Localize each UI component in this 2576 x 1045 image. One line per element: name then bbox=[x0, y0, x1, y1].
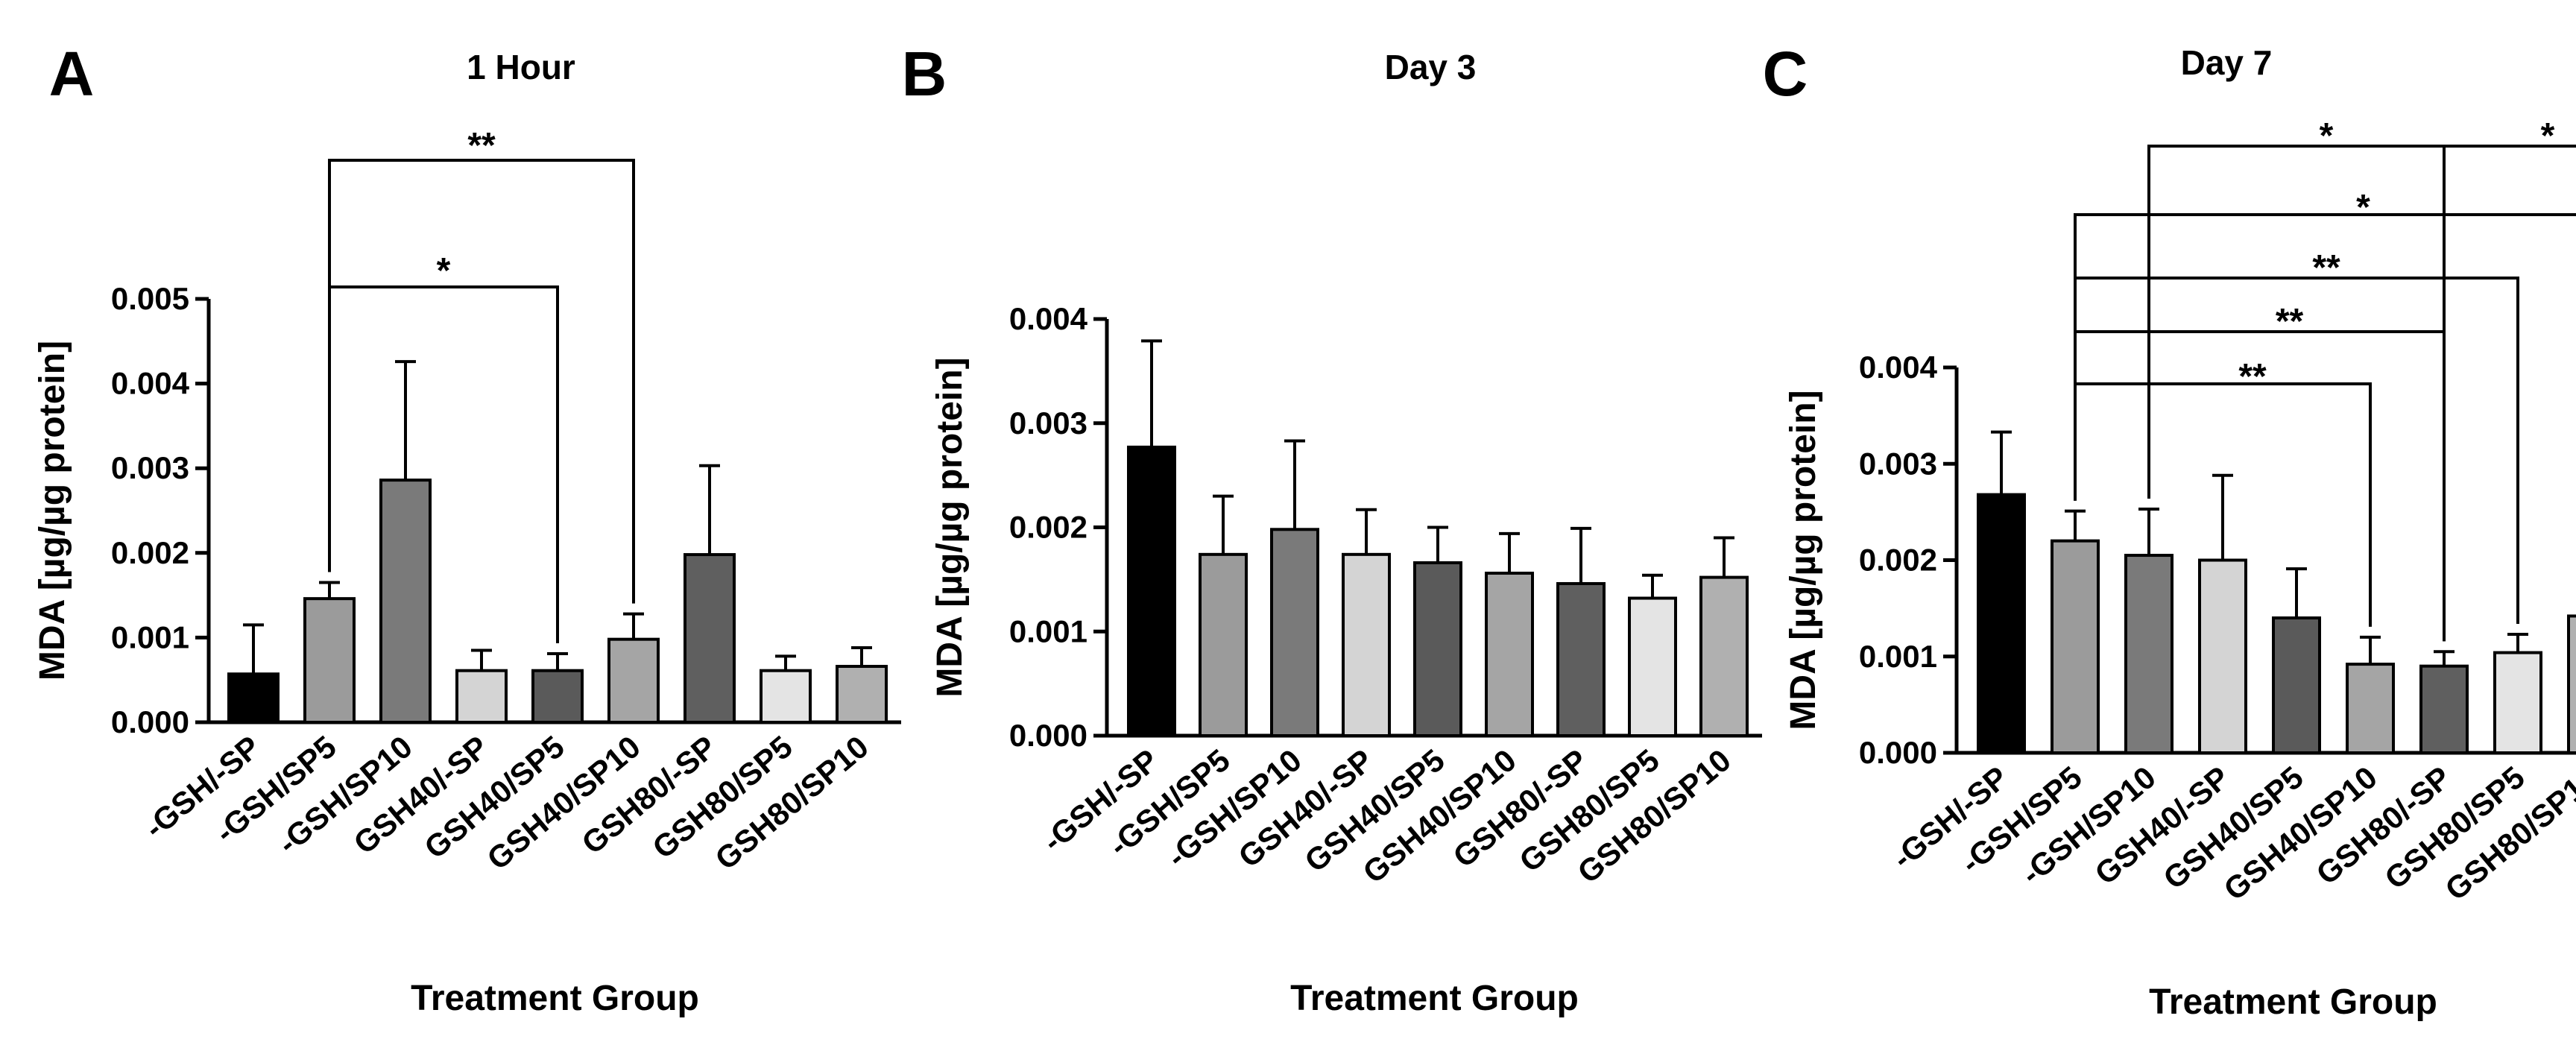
panel-c-significance-label: ** bbox=[2276, 302, 2304, 341]
panel-a-bar bbox=[836, 665, 888, 724]
panel-a-significance-bracket bbox=[328, 285, 559, 643]
panel-b-y-tick-label: 0.000 bbox=[1009, 718, 1087, 753]
panel-a-y-tick-label: 0.004 bbox=[111, 366, 190, 401]
panel-a-bar bbox=[531, 669, 584, 724]
panel-b-bar bbox=[1699, 575, 1749, 738]
panel-a-bar bbox=[455, 669, 508, 724]
panel-c-y-tick-label: 0.001 bbox=[1859, 639, 1937, 674]
panel-c-y-tick-label: 0.002 bbox=[1859, 543, 1937, 578]
panel-c-bar bbox=[2124, 554, 2174, 754]
panel-b-bar bbox=[1127, 445, 1176, 738]
panel-b-bar bbox=[1270, 528, 1319, 737]
panel-b-bar bbox=[1556, 581, 1606, 738]
panel-a-y-tick-label: 0.003 bbox=[111, 450, 189, 485]
panel-c-bar bbox=[2567, 614, 2576, 755]
panel-b-y-tick-label: 0.004 bbox=[1009, 301, 1088, 336]
panel-b-bar bbox=[1342, 552, 1391, 738]
panel-c-y-tick-label: 0.003 bbox=[1859, 446, 1937, 481]
panel-a-y-tick-label: 0.000 bbox=[111, 704, 189, 739]
panel-b-bar bbox=[1485, 571, 1534, 737]
panel-c-significance-bracket bbox=[2443, 145, 2576, 642]
panel-b-letter: B bbox=[902, 39, 947, 109]
panel-a-y-tick-label: 0.005 bbox=[111, 281, 189, 316]
panel-a-significance-bracket bbox=[328, 159, 635, 604]
panel-a-bar bbox=[227, 672, 280, 724]
panel-c-significance-label: ** bbox=[2238, 357, 2267, 397]
panel-c-significance-bracket bbox=[2147, 145, 2446, 642]
panel-a-y-tick-label: 0.001 bbox=[111, 619, 189, 654]
panel-c-significance-bracket bbox=[2074, 213, 2576, 501]
panel-b-y-tick-label: 0.003 bbox=[1009, 405, 1087, 441]
panel-c-bar bbox=[1977, 493, 2026, 754]
panel-c-bar bbox=[2346, 663, 2395, 755]
panel-b-y-tick-label: 0.002 bbox=[1009, 510, 1087, 545]
panel-c-bar bbox=[2051, 539, 2100, 755]
panel-a-letter: A bbox=[49, 39, 95, 109]
panel-c-bar bbox=[2198, 558, 2247, 754]
panel-a-bar bbox=[684, 553, 736, 724]
panel-c-significance-label: ** bbox=[2312, 248, 2340, 288]
panel-b-y-axis-title: MDA [µg/µg protein] bbox=[930, 357, 970, 697]
panel-b-title: Day 3 bbox=[1385, 48, 1477, 86]
panel-b-x-axis-title: Treatment Group bbox=[1290, 979, 1579, 1018]
panel-b-bar bbox=[1199, 552, 1248, 738]
panel-a-bar bbox=[607, 637, 660, 724]
panel-a-title: 1 Hour bbox=[467, 48, 575, 86]
panel-c-letter: C bbox=[1763, 39, 1808, 109]
panel-c-bar bbox=[2493, 651, 2542, 755]
panel-c-significance-label: * bbox=[2320, 116, 2334, 156]
panel-b-y-tick-label: 0.001 bbox=[1009, 613, 1087, 648]
panel-c-bar bbox=[2419, 664, 2469, 754]
panel-a-y-tick-label: 0.002 bbox=[111, 535, 189, 570]
panel-c-significance-label: * bbox=[2356, 188, 2370, 227]
panel-a-bar bbox=[303, 597, 356, 724]
panel-c-bar bbox=[2272, 616, 2321, 754]
panel-c-title: Day 7 bbox=[2181, 43, 2273, 82]
panel-b-bar bbox=[1628, 596, 1677, 738]
panel-a-bar bbox=[379, 479, 432, 724]
panel-b-bar bbox=[1413, 561, 1462, 738]
panel-a-bar bbox=[760, 669, 812, 724]
panel-a-x-axis-title: Treatment Group bbox=[411, 979, 699, 1018]
panel-c-significance-label: * bbox=[2541, 116, 2555, 156]
panel-c-y-tick-label: 0.000 bbox=[1859, 735, 1937, 770]
panel-c-y-axis-title: MDA [µg/µg protein] bbox=[1784, 390, 1823, 730]
panel-c-y-tick-label: 0.004 bbox=[1859, 350, 1938, 385]
panel-a-significance-label: ** bbox=[467, 126, 496, 165]
panel-a-y-axis-title: MDA [µg/µg protein] bbox=[33, 341, 72, 681]
panel-a-significance-label: * bbox=[437, 251, 451, 291]
panel-c-x-axis-title: Treatment Group bbox=[2149, 982, 2437, 1022]
